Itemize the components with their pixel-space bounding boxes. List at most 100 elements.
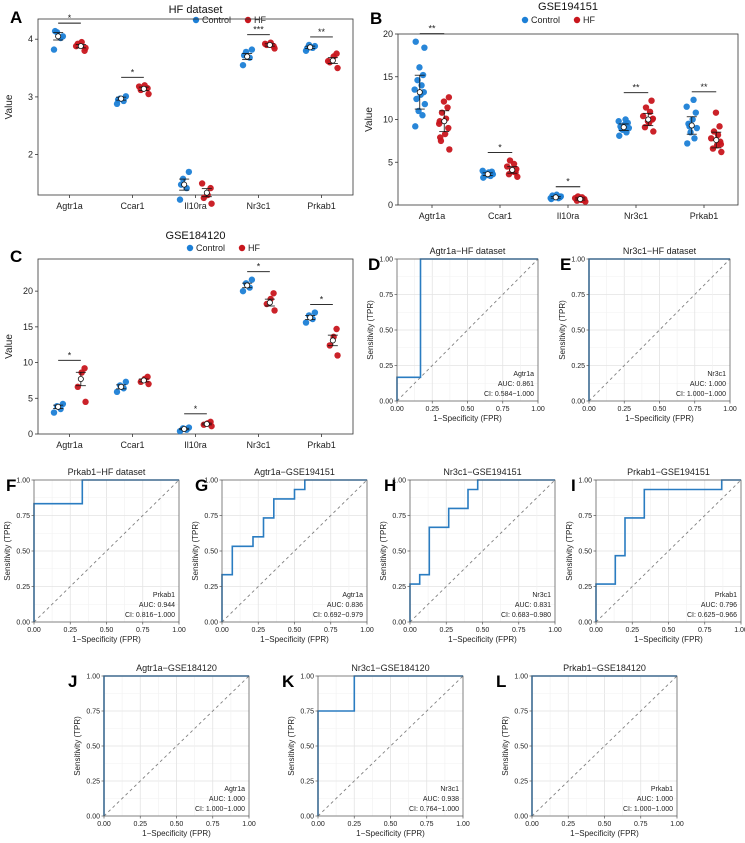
- x-tick-label: 0.50: [288, 627, 302, 634]
- data-point: [691, 135, 698, 142]
- data-point: [145, 90, 152, 98]
- mean-marker: [55, 33, 62, 40]
- data-point: [413, 95, 420, 103]
- roc-auc-label: AUC: 1.000: [637, 796, 673, 803]
- x-tick-label: 0.25: [63, 627, 77, 634]
- significance-label: **: [318, 27, 326, 37]
- data-point: [421, 100, 429, 108]
- y-tick-label: 0: [388, 200, 393, 210]
- chart-title: Prkab1−GSE194151: [627, 467, 710, 477]
- x-tick-label: 0.25: [561, 821, 575, 828]
- data-point: [333, 325, 340, 333]
- panel-letter: F: [6, 476, 16, 495]
- mean-marker: [181, 425, 188, 432]
- roc-ci-label: CI: 1.000−1.000: [195, 806, 245, 813]
- mean-marker: [181, 181, 188, 188]
- mean-marker: [307, 44, 314, 51]
- data-point: [113, 388, 121, 396]
- data-point: [692, 109, 699, 116]
- x-tick-label: 1.00: [172, 627, 186, 634]
- x-tick-label: 0.25: [347, 821, 361, 828]
- x-tick-label: Ccar1: [120, 201, 144, 211]
- x-axis-label: 1−Specificity (FPR): [433, 414, 502, 423]
- y-tick-label: 0.75: [16, 513, 30, 520]
- roc-auc-label: AUC: 0.861: [498, 381, 534, 388]
- data-point: [437, 134, 444, 141]
- data-point: [59, 400, 67, 408]
- x-tick-label: Il10ra: [184, 440, 207, 450]
- mean-marker: [484, 171, 491, 178]
- significance-label: *: [566, 177, 570, 187]
- x-tick-label: 0.50: [662, 627, 676, 634]
- significance-label: *: [68, 350, 72, 360]
- x-tick-label: Prkab1: [307, 201, 336, 211]
- y-tick-label: 4: [28, 34, 33, 44]
- roc-gene-label: Agtr1a: [342, 592, 363, 599]
- legend-marker-control: [192, 16, 200, 24]
- data-point: [690, 96, 697, 104]
- y-tick-label: 3: [28, 92, 33, 102]
- y-tick-label: 0.25: [86, 779, 100, 786]
- significance-label: **: [632, 83, 640, 93]
- data-point: [302, 319, 310, 326]
- x-tick-label: Agtr1a: [56, 440, 83, 450]
- x-tick-label: 0.25: [617, 406, 631, 413]
- legend-label-control: Control: [531, 15, 560, 25]
- x-tick-label: 0.75: [688, 406, 702, 413]
- x-axis-label: 1−Specificity (FPR): [142, 829, 211, 838]
- y-tick-label: 0.00: [578, 620, 592, 627]
- data-point: [185, 168, 193, 176]
- roc-auc-label: AUC: 1.000: [690, 381, 726, 388]
- data-point: [248, 276, 256, 283]
- significance-label: *: [257, 262, 261, 272]
- data-point: [615, 118, 622, 125]
- y-axis-label: Sensitivity (TPR): [191, 521, 200, 581]
- chart-title: Agtr1a−GSE184120: [136, 663, 217, 673]
- x-tick-label: Prkab1: [307, 440, 336, 450]
- data-point: [684, 140, 691, 147]
- y-tick-label: 1.00: [392, 478, 406, 485]
- y-tick-label: 20: [23, 286, 33, 296]
- y-tick-label: 1.00: [379, 257, 393, 264]
- data-point: [693, 124, 701, 132]
- y-tick-label: 0.00: [16, 620, 30, 627]
- x-tick-label: 0.00: [27, 627, 41, 634]
- mean-marker: [577, 196, 584, 203]
- legend-label-control: Control: [202, 15, 231, 25]
- y-tick-label: 15: [23, 322, 33, 332]
- diagonal-reference: [221, 479, 368, 623]
- x-tick-label: 1.00: [531, 406, 545, 413]
- significance-label: **: [700, 82, 708, 92]
- y-tick-label: 2: [28, 150, 33, 160]
- data-point: [716, 123, 723, 130]
- data-point: [440, 98, 448, 105]
- x-tick-label: 1.00: [670, 821, 684, 828]
- x-tick-label: 1.00: [456, 821, 470, 828]
- panel-letter: C: [10, 247, 22, 266]
- y-tick-label: 0.25: [379, 363, 393, 370]
- y-tick-label: 1.00: [204, 478, 218, 485]
- data-point: [441, 130, 449, 138]
- legend-label-hf: HF: [583, 15, 595, 25]
- roc-ci-label: CI: 1.000−1.000: [623, 806, 673, 813]
- y-tick-label: 0.00: [392, 620, 406, 627]
- y-tick-label: 5: [28, 393, 33, 403]
- y-tick-label: 0.25: [300, 779, 314, 786]
- mean-marker: [266, 299, 273, 306]
- chart-title: Prkab1−GSE184120: [563, 663, 646, 673]
- data-point: [50, 46, 58, 53]
- roc-gene-label: Nr3c1: [440, 786, 459, 793]
- chart-title: Nr3c1−HF dataset: [623, 246, 697, 256]
- roc-auc-label: AUC: 0.831: [515, 602, 551, 609]
- x-tick-label: Il10ra: [557, 211, 580, 221]
- y-tick-label: 0.25: [16, 584, 30, 591]
- data-point: [689, 116, 696, 123]
- mean-marker: [118, 95, 125, 102]
- roc-gene-label: Prkab1: [715, 592, 737, 599]
- y-tick-label: 0.75: [578, 513, 592, 520]
- chart-title: HF dataset: [169, 4, 223, 16]
- data-point: [446, 146, 453, 153]
- data-point: [648, 97, 655, 104]
- data-point: [639, 112, 647, 120]
- x-tick-label: Il10ra: [184, 201, 207, 211]
